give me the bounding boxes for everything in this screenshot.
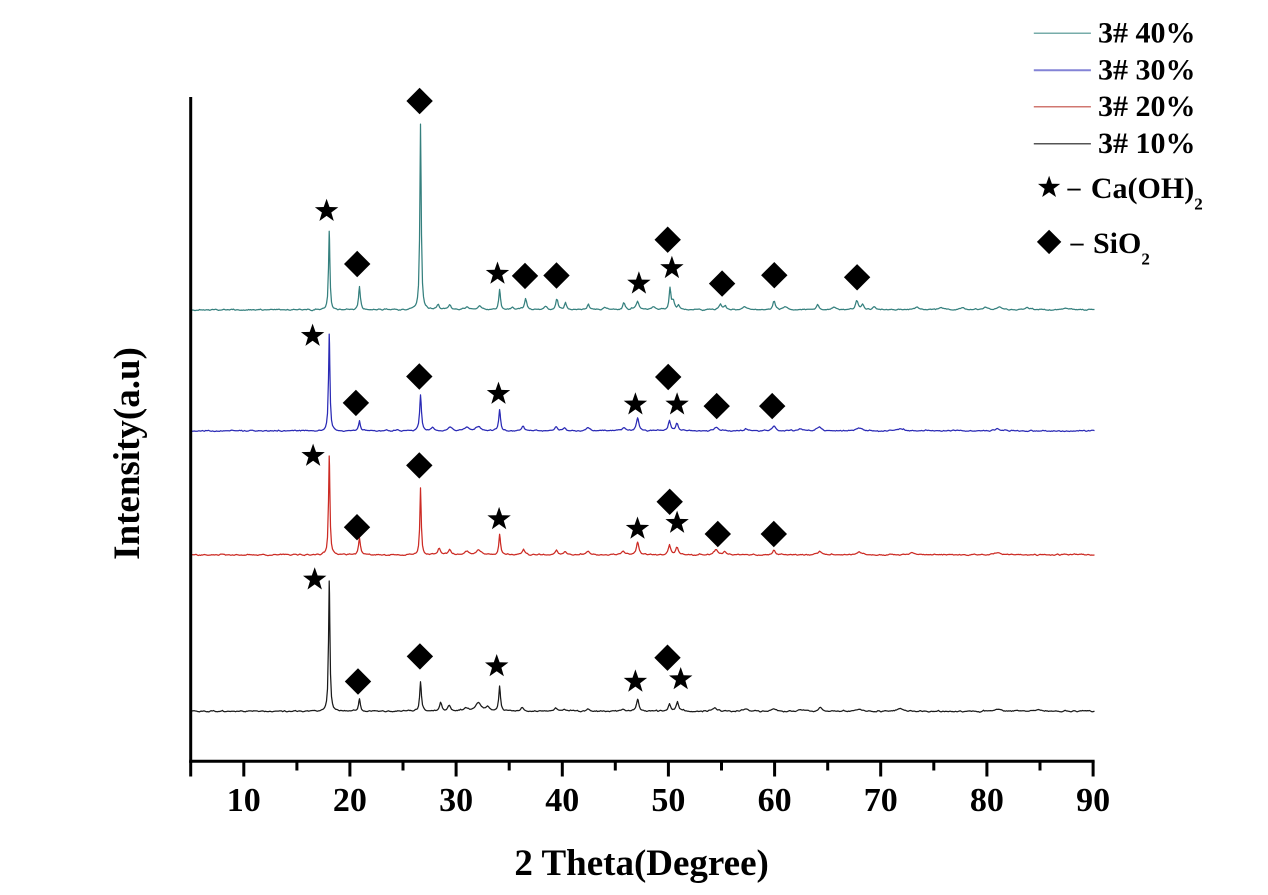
svg-text:40: 40 (545, 782, 579, 819)
svg-text:90: 90 (1076, 782, 1110, 819)
svg-text:–: – (1070, 228, 1085, 257)
svg-text:3# 20%: 3# 20% (1098, 90, 1196, 123)
svg-text:3# 30%: 3# 30% (1098, 53, 1196, 86)
svg-text:20: 20 (333, 782, 367, 819)
svg-text:80: 80 (970, 782, 1004, 819)
svg-text:30: 30 (439, 782, 473, 819)
svg-text:60: 60 (758, 782, 792, 819)
svg-text:3# 40%: 3# 40% (1098, 16, 1196, 49)
svg-text:10: 10 (227, 782, 261, 819)
svg-text:3# 10%: 3# 10% (1098, 127, 1196, 160)
svg-text:–: – (1067, 173, 1082, 202)
svg-text:Intensity(a.u): Intensity(a.u) (107, 347, 148, 560)
svg-text:2 Theta(Degree): 2 Theta(Degree) (514, 843, 768, 884)
svg-text:70: 70 (864, 782, 898, 819)
svg-text:50: 50 (651, 782, 685, 819)
